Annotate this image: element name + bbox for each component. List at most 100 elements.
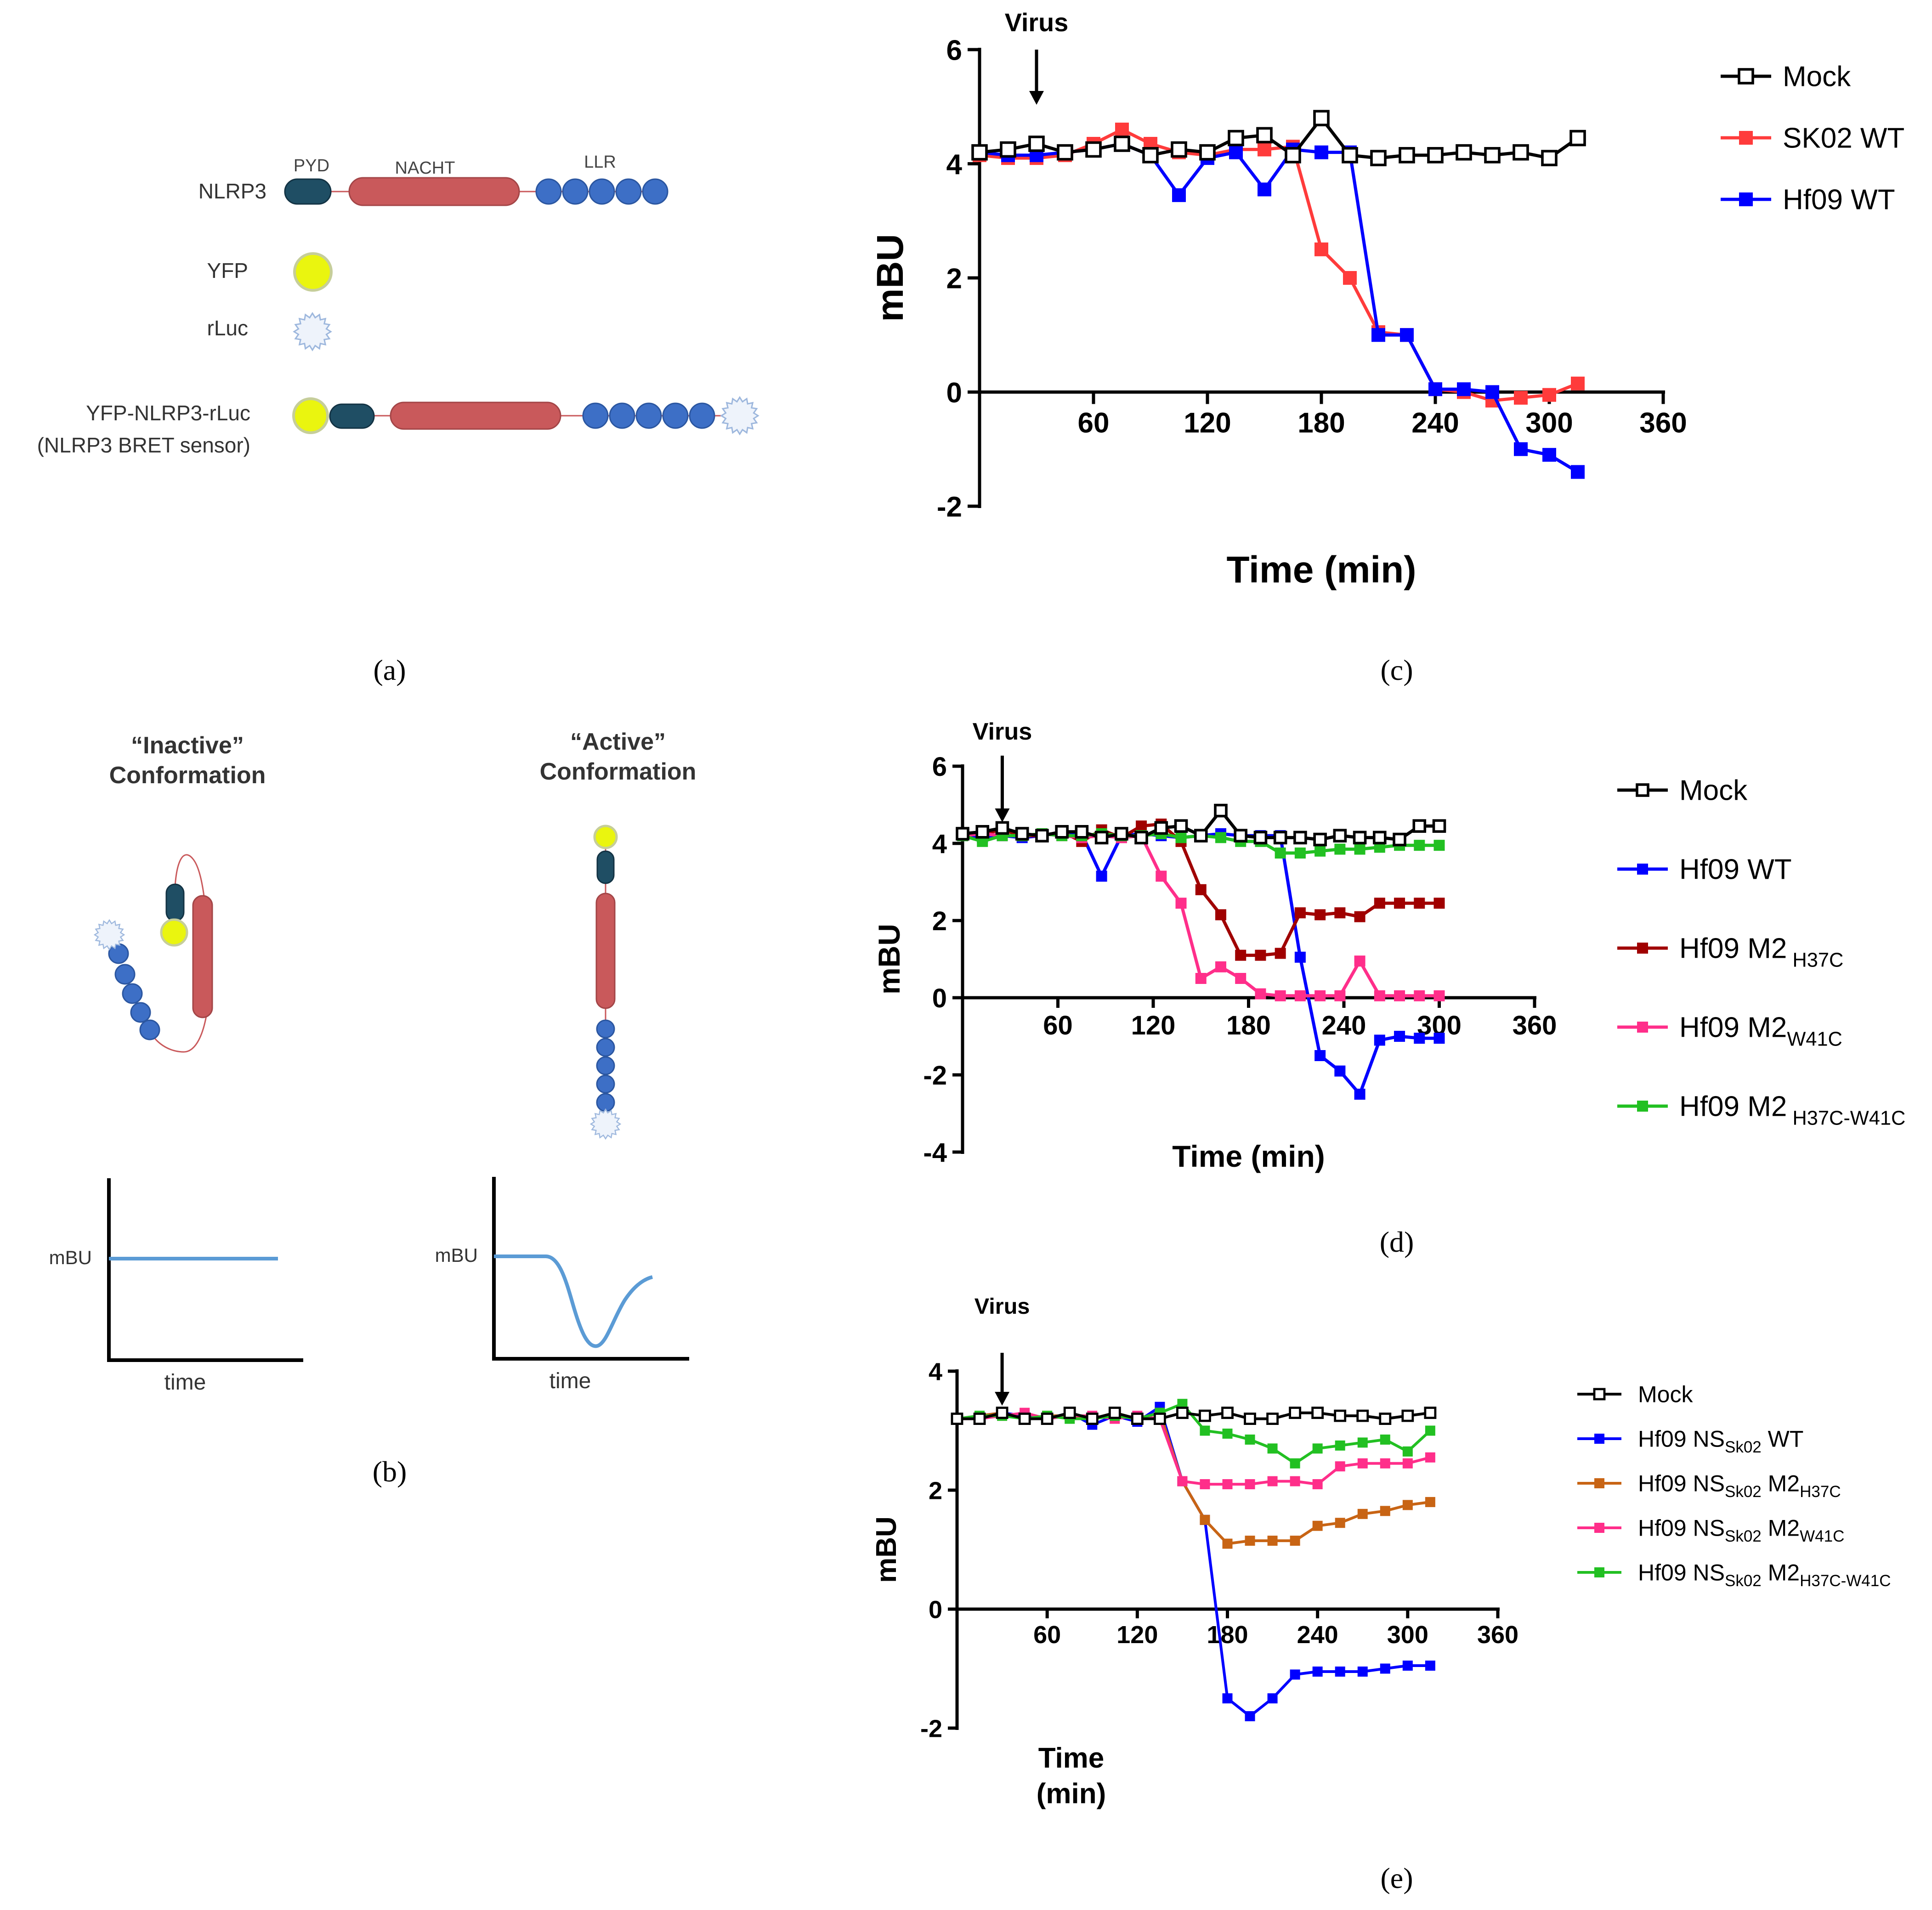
data-point [1484,147,1501,164]
data-point [996,1407,1008,1419]
data-point [1541,150,1558,166]
data-point [1172,188,1186,202]
data-point [1314,1050,1326,1061]
pyd-domain [284,178,332,205]
data-point [1370,150,1387,166]
data-point [1253,831,1268,845]
data-point [1255,988,1266,1000]
data-point [1571,465,1585,479]
legend-swatch-marker [1594,1523,1604,1533]
legend-label: Hf09 NSSk02 M2H37C [1638,1471,1841,1501]
data-point [1433,1033,1445,1044]
data-point [1267,1536,1278,1546]
sensor-row-label: YFP-NLRP3-rLuc [86,401,250,425]
data-point [1035,829,1049,842]
data-point [1374,990,1385,1001]
y-tick-label: -2 [920,1715,942,1742]
data-point [1222,1538,1233,1549]
legend-swatch-marker [1637,943,1648,954]
x-tick-label: 300 [1525,407,1573,439]
data-point [1245,1434,1255,1445]
x-axis-title: Time [1038,1742,1105,1774]
caption-e: (e) [1380,1862,1413,1894]
data-point [1267,1476,1278,1486]
data-point [951,1413,963,1425]
x-tick-label: 240 [1297,1621,1338,1649]
sensor-rluc-icon [720,396,759,435]
data-point [1075,825,1089,839]
x-tick-label: 240 [1411,407,1459,439]
data-point [1380,1458,1390,1469]
data-point [1294,848,1306,859]
data-point [1176,1407,1189,1419]
data-point [1057,144,1073,161]
x-tick-label: 60 [1043,1011,1073,1040]
legend-swatch-marker [1636,783,1649,797]
chart-panel-e: -2 0 2 4 60 120 180 240 300 360 mBU Time (min) Virus M… [871,1294,1891,1894]
series-line-mock [957,1411,1431,1420]
data-point [1290,1458,1300,1469]
rluc-icon [293,312,332,351]
legend-swatch-marker [1739,192,1753,206]
data-point [1354,843,1365,855]
data-point [1428,382,1442,396]
x-tick-label: 360 [1639,407,1687,439]
sensor-llr-domain [582,402,715,429]
data-point [1195,973,1207,984]
virus-annotation: Virus [973,718,1032,745]
data-point [1285,147,1301,164]
legend-label: Mock [1783,61,1851,93]
y-tick-label: 0 [929,1596,942,1623]
y-axis-title: mBU [871,1516,902,1583]
data-point [1334,1065,1346,1077]
data-point [1425,1452,1435,1463]
active-title-2: Conformation [540,758,697,785]
data-point [1258,142,1271,157]
data-point [1245,1479,1255,1490]
data-point [1175,898,1187,909]
data-point [1314,845,1326,857]
data-point [1380,1434,1390,1445]
legend-swatch-marker [1594,1567,1604,1577]
data-point [1177,1476,1188,1486]
data-point [1114,136,1130,152]
data-point [1414,1033,1425,1044]
active-title-1: “Active” [570,729,666,755]
series-line-hf09-wt [962,830,1439,1096]
data-point [1273,831,1287,845]
active-rluc-icon [589,1108,622,1140]
x-tick-label: 360 [1477,1621,1518,1649]
data-point [1542,388,1556,402]
legend-swatch-marker [1594,1478,1604,1488]
data-point [1255,949,1266,961]
caption-d: (d) [1380,1226,1414,1258]
data-point [1131,1413,1144,1425]
y-tick-label: -4 [923,1138,947,1168]
data-point [1171,141,1187,158]
data-point [1289,1407,1302,1419]
data-point [1086,1413,1099,1425]
nacht-label: NACHT [395,158,455,178]
yfp-icon [293,252,333,292]
data-point [1115,827,1128,841]
legend-label: Hf09 WT [1679,854,1792,886]
data-point [1222,1693,1233,1704]
data-point [1245,1711,1255,1722]
legend-label: Mock [1638,1382,1693,1407]
data-point [1334,843,1346,855]
active-trace-line [494,1254,653,1348]
data-point [1028,136,1045,152]
y-tick-label: 4 [932,829,947,859]
inactive-inset-xlabel: time [164,1370,206,1395]
y-tick-label: 2 [932,906,947,936]
data-point [1412,819,1427,833]
data-point [1267,1443,1278,1454]
data-point [1267,1693,1278,1704]
data-point [1342,147,1358,164]
data-point [1215,961,1226,972]
active-inset-xlabel: time [550,1369,591,1393]
inactive-molecule [108,854,213,1053]
data-point [1293,831,1307,845]
data-point [1275,990,1286,1001]
